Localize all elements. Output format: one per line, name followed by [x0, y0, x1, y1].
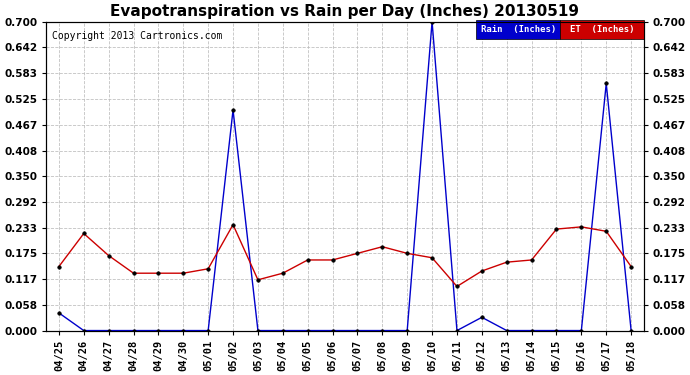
- Title: Evapotranspiration vs Rain per Day (Inches) 20130519: Evapotranspiration vs Rain per Day (Inch…: [110, 4, 580, 19]
- Text: Copyright 2013 Cartronics.com: Copyright 2013 Cartronics.com: [52, 31, 223, 41]
